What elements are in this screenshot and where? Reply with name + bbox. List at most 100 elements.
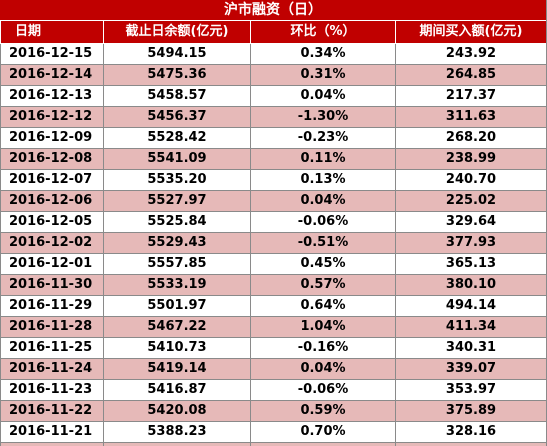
table-row: 2016-11-22 5420.08 0.59% 375.89 — [0, 400, 546, 422]
table-row: 2016-11-21 5388.23 0.70% 328.16 — [0, 421, 546, 443]
date-cell: 2016-12-13 — [0, 85, 104, 107]
change-cell: -0.16% — [250, 337, 396, 359]
balance-cell: 5525.84 — [103, 211, 251, 233]
table-row: 2016-11-23 5416.87 -0.06% 353.97 — [0, 379, 546, 401]
date-cell: 2016-11-29 — [0, 295, 104, 317]
purchase-cell: 365.13 — [395, 253, 546, 275]
date-cell: 2016-11-25 — [0, 337, 104, 359]
balance-cell: 5467.22 — [103, 316, 251, 338]
change-cell: 0.11% — [250, 148, 396, 170]
table-row: 2016-11-185350.57-0.19%286.81 — [0, 442, 546, 446]
purchase-cell: 217.37 — [395, 85, 546, 107]
table-row: 2016-12-13 5458.57 0.04% 217.37 — [0, 85, 546, 107]
change-cell: 1.04% — [250, 316, 396, 338]
margin-financing-table: 日期 截止日余额(亿元) 环比（%） 期间买入额(亿元) 2016-12-15 5… — [0, 21, 546, 446]
change-cell: -0.51% — [250, 232, 396, 254]
header-row: 日期 截止日余额(亿元) 环比（%） 期间买入额(亿元) — [0, 21, 546, 44]
balance-cell: 5416.87 — [103, 379, 251, 401]
purchase-cell: 328.16 — [395, 421, 546, 443]
change-cell: 0.34% — [250, 43, 396, 65]
balance-cell: 5410.73 — [103, 337, 251, 359]
purchase-cell: 225.02 — [395, 190, 546, 212]
purchase-cell: 240.70 — [395, 169, 546, 191]
table-row: 2016-12-09 5528.42 -0.23% 268.20 — [0, 127, 546, 149]
purchase-cell: 375.89 — [395, 400, 546, 422]
purchase-cell: 411.34 — [395, 316, 546, 338]
purchase-cell: 494.14 — [395, 295, 546, 317]
date-cell: 2016-11-28 — [0, 316, 104, 338]
balance-cell: 5557.85 — [103, 253, 251, 275]
date-cell: 2016-12-09 — [0, 127, 104, 149]
date-cell: 2016-12-07 — [0, 169, 104, 191]
balance-cell: 5388.23 — [103, 421, 251, 443]
balance-cell: 5528.42 — [103, 127, 251, 149]
change-cell: 0.04% — [250, 190, 396, 212]
table-row: 2016-11-25 5410.73 -0.16% 340.31 — [0, 337, 546, 359]
column-header-balance: 截止日余额(亿元) — [103, 21, 251, 44]
balance-cell: 5541.09 — [103, 148, 251, 170]
change-cell: -0.06% — [250, 211, 396, 233]
balance-cell: 5494.15 — [103, 43, 251, 65]
table-row: 2016-12-08 5541.09 0.11% 238.99 — [0, 148, 546, 170]
date-cell: 2016-11-30 — [0, 274, 104, 296]
column-header-date: 日期 — [0, 21, 104, 44]
date-cell: 2016-12-05 — [0, 211, 104, 233]
date-cell: 2016-11-23 — [0, 379, 104, 401]
date-cell: 2016-12-12 — [0, 106, 104, 128]
change-cell: 0.57% — [250, 274, 396, 296]
balance-cell: 5456.37 — [103, 106, 251, 128]
date-cell: 2016-11-24 — [0, 358, 104, 380]
date-cell: 2016-12-06 — [0, 190, 104, 212]
change-cell: 0.70% — [250, 421, 396, 443]
table-row: 2016-12-07 5535.20 0.13% 240.70 — [0, 169, 546, 191]
date-cell: 2016-11-18 — [0, 442, 104, 446]
purchase-cell: 238.99 — [395, 148, 546, 170]
balance-cell: 5419.14 — [103, 358, 251, 380]
purchase-cell: 340.31 — [395, 337, 546, 359]
balance-cell: 5475.36 — [103, 64, 251, 86]
balance-cell: 5350.57 — [103, 442, 251, 446]
table-row: 2016-12-15 5494.15 0.34% 243.92 — [0, 43, 546, 65]
balance-cell: 5529.43 — [103, 232, 251, 254]
change-cell: -0.19% — [250, 442, 396, 446]
column-header-change: 环比（%） — [250, 21, 396, 44]
table-row: 2016-12-01 5557.85 0.45% 365.13 — [0, 253, 546, 275]
balance-cell: 5533.19 — [103, 274, 251, 296]
purchase-cell: 353.97 — [395, 379, 546, 401]
table-row: 2016-12-06 5527.97 0.04% 225.02 — [0, 190, 546, 212]
column-header-purchase: 期间买入额(亿元) — [395, 21, 546, 44]
change-cell: 0.64% — [250, 295, 396, 317]
change-cell: -1.30% — [250, 106, 396, 128]
table-row: 2016-11-28 5467.22 1.04% 411.34 — [0, 316, 546, 338]
balance-cell: 5458.57 — [103, 85, 251, 107]
change-cell: 0.04% — [250, 358, 396, 380]
date-cell: 2016-12-01 — [0, 253, 104, 275]
change-cell: 0.13% — [250, 169, 396, 191]
balance-cell: 5501.97 — [103, 295, 251, 317]
change-cell: -0.06% — [250, 379, 396, 401]
purchase-cell: 329.64 — [395, 211, 546, 233]
change-cell: 0.45% — [250, 253, 396, 275]
purchase-cell: 377.93 — [395, 232, 546, 254]
table-title: 沪市融资（日） — [0, 0, 546, 21]
table-row: 2016-12-14 5475.36 0.31% 264.85 — [0, 64, 546, 86]
table-row: 2016-12-12 5456.37 -1.30% 311.63 — [0, 106, 546, 128]
purchase-cell: 268.20 — [395, 127, 546, 149]
date-cell: 2016-12-15 — [0, 43, 104, 65]
purchase-cell: 286.81 — [395, 442, 546, 446]
date-cell: 2016-11-22 — [0, 400, 104, 422]
balance-cell: 5420.08 — [103, 400, 251, 422]
table-row: 2016-11-24 5419.14 0.04% 339.07 — [0, 358, 546, 380]
purchase-cell: 339.07 — [395, 358, 546, 380]
date-cell: 2016-12-14 — [0, 64, 104, 86]
table-row: 2016-11-30 5533.19 0.57% 380.10 — [0, 274, 546, 296]
purchase-cell: 311.63 — [395, 106, 546, 128]
change-cell: 0.04% — [250, 85, 396, 107]
change-cell: 0.59% — [250, 400, 396, 422]
date-cell: 2016-11-21 — [0, 421, 104, 443]
date-cell: 2016-12-08 — [0, 148, 104, 170]
purchase-cell: 243.92 — [395, 43, 546, 65]
table-body: 2016-12-15 5494.15 0.34% 243.92 2016-12-14 54… — [0, 43, 546, 446]
table-row: 2016-11-29 5501.97 0.64% 494.14 — [0, 295, 546, 317]
